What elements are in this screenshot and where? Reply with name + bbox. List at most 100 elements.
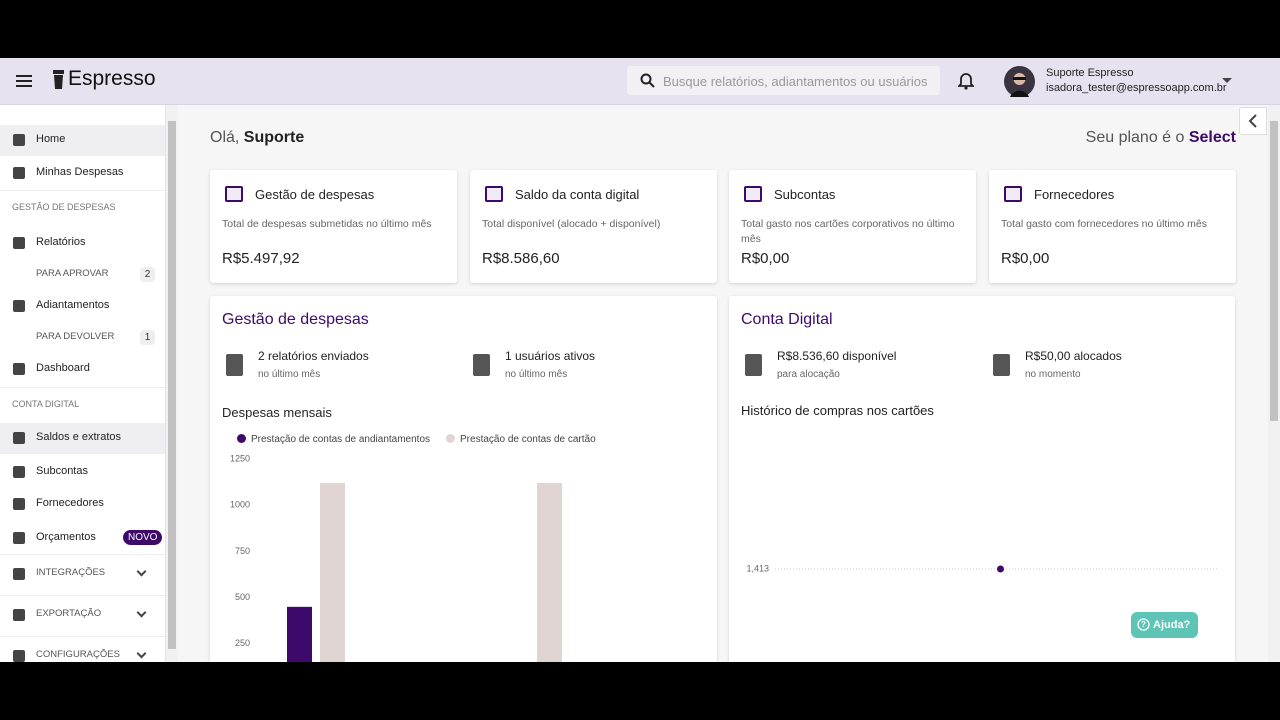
menu-item[interactable]: Fornecedores <box>36 497 104 509</box>
menu-item[interactable]: EXPORTAÇÃO <box>36 608 102 619</box>
stat-icon <box>473 354 490 376</box>
menu-item[interactable]: CONFIGURAÇÕES <box>36 649 120 660</box>
card-title: Subcontas <box>774 187 836 202</box>
section-title: CONTA DIGITAL <box>12 399 80 409</box>
help-button[interactable]: ? Ajuda? <box>1131 612 1198 638</box>
y-tick-label: 1250 <box>230 453 250 463</box>
divider <box>0 595 165 596</box>
stat-text: 1 usuários ativos <box>505 349 596 363</box>
chart-title: Despesas mensais <box>222 405 332 420</box>
card-title: Fornecedores <box>1034 187 1115 202</box>
sidebar: Home Minhas Despesas GESTÃO DE DESPESAS Rel… <box>0 105 166 662</box>
scroll-thumb[interactable] <box>1270 121 1278 421</box>
card-description: Total gasto nos cartões corporativos no … <box>741 218 955 245</box>
chevron[interactable] <box>136 566 147 577</box>
card-value: R$0,00 <box>1001 250 1050 267</box>
header: Espresso Busque relatórios, adiantamento… <box>0 58 1280 105</box>
divider <box>0 636 165 637</box>
stat-sub: para alocação <box>777 369 840 380</box>
card-icon <box>485 186 503 202</box>
stat-text: R$8.536,60 disponível <box>777 349 897 363</box>
legend-label: Prestação de contas de andiantamentos <box>251 434 431 445</box>
chevron-left <box>1248 114 1257 128</box>
menu-item[interactable]: Relatórios <box>36 236 86 248</box>
menu-item[interactable]: Adiantamentos <box>36 299 110 311</box>
menu-icon[interactable] <box>16 74 34 88</box>
bar <box>287 606 312 662</box>
bar <box>537 483 562 662</box>
hover-bg <box>0 423 165 454</box>
menu-item[interactable]: Home <box>36 133 66 145</box>
menu-icon <box>13 498 25 510</box>
menu-item[interactable]: INTEGRAÇÕES <box>36 567 106 578</box>
menu-item[interactable]: Saldos e extratos <box>36 431 121 443</box>
menu-icon <box>13 432 25 444</box>
menu-item[interactable]: Dashboard <box>36 362 90 374</box>
y-tick-label: 1000 <box>230 500 250 510</box>
y-tick-label: 500 <box>235 592 250 602</box>
plan-name[interactable]: Select <box>1188 129 1236 146</box>
card-title: Gestão de despesas <box>255 187 375 202</box>
menu-icon <box>13 300 25 312</box>
menu-item[interactable]: PARA DEVOLVER <box>36 331 115 342</box>
menu-item[interactable]: Minhas Despesas <box>36 166 124 178</box>
menu-item[interactable]: PARA APROVAR <box>36 268 109 279</box>
badge: 2 <box>140 267 155 282</box>
menu-icon <box>13 466 25 478</box>
menu-item[interactable]: Orçamentos <box>36 531 96 543</box>
search-box[interactable]: Busque relatórios, adiantamentos ou usuá… <box>627 66 940 95</box>
bell-icon[interactable] <box>958 73 974 90</box>
chevron[interactable] <box>136 607 147 618</box>
card-value: R$8.586,60 <box>482 250 560 267</box>
point <box>997 565 1004 573</box>
menu-icon <box>13 363 25 375</box>
card-description: Total gasto com fornecedores no último m… <box>1001 218 1208 230</box>
svg-text:?: ? <box>1141 620 1146 629</box>
summary-card: Subcontas Total gasto nos cartões corpora… <box>729 170 976 283</box>
avatar[interactable] <box>1004 66 1035 97</box>
stat-sub: no último mês <box>258 369 321 380</box>
card-description: Total de despesas submetidas no último m… <box>222 218 432 230</box>
menu-icon <box>13 167 25 179</box>
badge: NOVO <box>123 530 163 545</box>
card-icon <box>225 186 243 202</box>
section-title: GESTÃO DE DESPESAS <box>12 202 116 212</box>
stat-sub: no último mês <box>505 369 568 380</box>
stat-text: 2 relatórios enviados <box>258 349 369 363</box>
summary-card: Saldo da conta digital Total disponível (… <box>470 170 717 283</box>
logo-icon <box>53 70 64 89</box>
menu-icon <box>13 237 25 249</box>
legend: Prestação de contas de andiantamentos Pre… <box>237 434 596 445</box>
bar <box>320 483 345 662</box>
legend-swatch <box>446 434 456 443</box>
y-tick-label: 250 <box>235 638 250 648</box>
menu-icon <box>13 134 25 146</box>
scroll-thumb[interactable] <box>168 121 176 649</box>
card-value: R$0,00 <box>741 250 790 267</box>
stat-text: R$50,00 alocados <box>1025 349 1122 363</box>
legend-item[interactable]: Prestação de contas de andiantamentos <box>237 434 430 445</box>
y-tick-label: 750 <box>235 546 250 556</box>
chevron[interactable] <box>136 648 147 659</box>
app: Espresso Busque relatórios, adiantamento… <box>0 58 1280 662</box>
stat-icon <box>993 354 1010 376</box>
collapse-button[interactable] <box>1239 107 1267 135</box>
legend-item[interactable]: Prestação de contas de cartão <box>446 434 596 445</box>
stat-icon <box>745 354 762 376</box>
menu-icon <box>13 650 25 662</box>
greeting: Olá, Suporte <box>210 129 304 147</box>
main-scrollbar[interactable] <box>1268 105 1280 662</box>
user-email: isadora_tester@espressoapp.com.br <box>1046 82 1227 94</box>
panel-title: Conta Digital <box>741 311 833 328</box>
sidebar-scrollbar[interactable] <box>166 105 178 662</box>
summary-card: Fornecedores Total gasto com fornecedores… <box>989 170 1236 283</box>
plan: Seu plano é o Select <box>1086 129 1236 147</box>
divider <box>0 190 165 191</box>
user-menu-arrow[interactable] <box>1222 78 1232 84</box>
search-icon <box>640 73 655 88</box>
menu-icon <box>13 532 25 544</box>
menu-item[interactable]: Subcontas <box>36 465 88 477</box>
line-chart: 1,413 <box>746 563 1218 573</box>
logo[interactable]: Espresso <box>68 67 156 90</box>
